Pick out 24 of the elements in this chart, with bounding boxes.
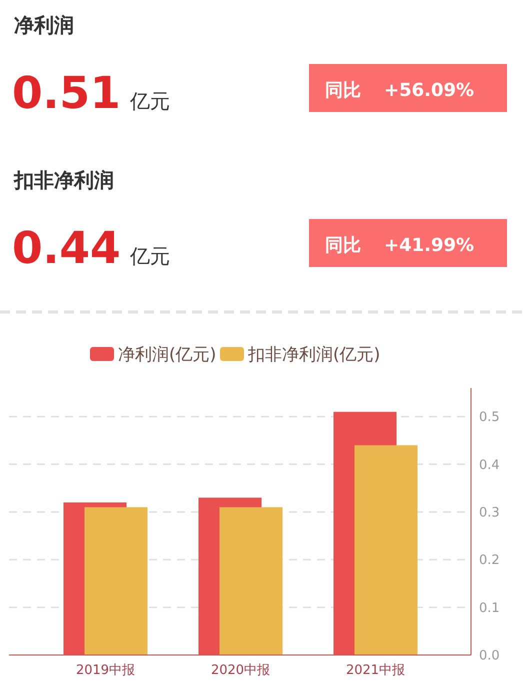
y-tick-label: 0.2 bbox=[479, 553, 500, 568]
bar bbox=[354, 445, 418, 655]
legend-label: 净利润(亿元) bbox=[118, 345, 216, 365]
y-tick-label: 0.0 bbox=[479, 648, 500, 664]
text: 净利润 bbox=[14, 13, 74, 37]
y-tick-label: 0.5 bbox=[479, 410, 500, 426]
text: +56.09% bbox=[384, 80, 474, 101]
y-tick-label: 0.1 bbox=[479, 600, 500, 616]
text: 0.51 bbox=[12, 68, 121, 119]
x-tick-label: 2019中报 bbox=[76, 663, 136, 678]
bar bbox=[84, 507, 148, 655]
text: 同比 bbox=[325, 80, 361, 101]
text: 亿元 bbox=[129, 89, 170, 113]
text: 亿元 bbox=[129, 244, 170, 268]
x-tick-label: 2021中报 bbox=[346, 663, 406, 678]
text: 同比 bbox=[325, 235, 361, 256]
text: 0.44 bbox=[12, 223, 121, 274]
y-tick-label: 0.4 bbox=[479, 458, 500, 473]
bar bbox=[220, 507, 282, 655]
y-tick-label: 0.3 bbox=[479, 506, 500, 521]
x-tick-label: 2020中报 bbox=[210, 663, 270, 678]
legend-label: 扣非净利润(亿元) bbox=[247, 345, 380, 365]
text: +41.99% bbox=[384, 235, 474, 256]
text: 扣非净利润 bbox=[13, 168, 114, 192]
